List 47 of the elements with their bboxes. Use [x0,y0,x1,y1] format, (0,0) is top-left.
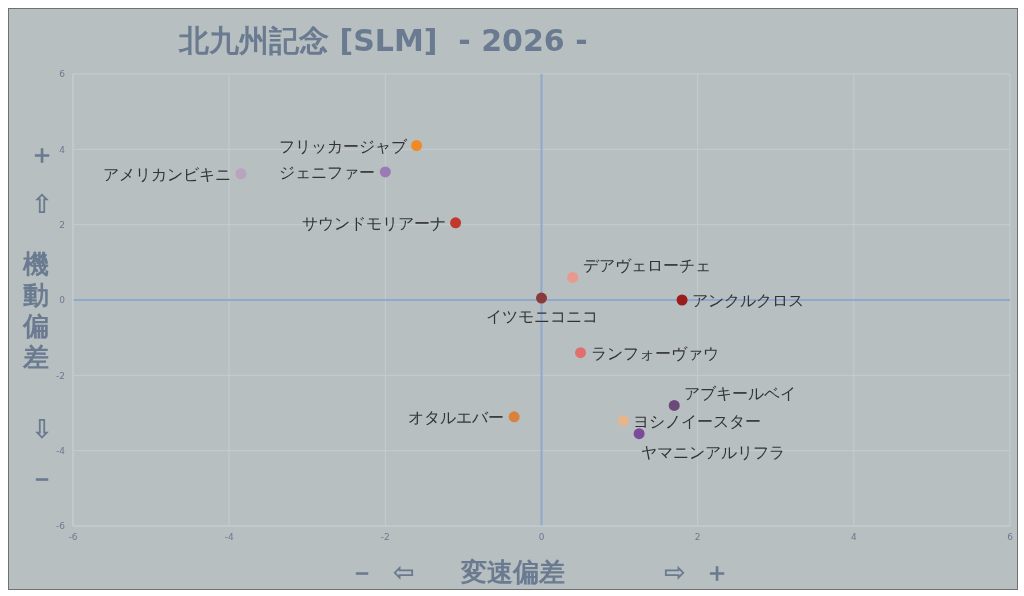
point [450,217,462,229]
series-label: ジェニファー [279,162,376,182]
point [676,294,688,306]
y-tick-label: 0 [59,295,66,306]
series-label: ランフォーヴァウ [590,343,719,363]
x-tick-label: -6 [68,532,78,543]
y-tick-label: -2 [56,370,65,381]
x-tick-label: 0 [538,532,545,543]
point [235,168,247,180]
text: ⇨ ＋ [664,556,730,589]
y-tick-label: 2 [59,219,65,230]
y-tick-label: 4 [59,144,66,155]
point [411,140,423,152]
point [567,271,579,283]
series-label: アブキールベイ [684,384,797,404]
series-label: アメリカンビキニ [102,164,231,184]
y-tick-label: 6 [59,69,66,80]
x-tick-label: -4 [224,532,234,543]
point [575,347,587,359]
text: ＋ [29,138,55,171]
series-label: フリッカージャブ [278,136,408,156]
text: ⇩ [31,414,53,444]
point [617,415,629,427]
y-axis-title: 機動偏差 [23,249,50,373]
series-label: アンクルクロス [692,291,805,310]
text: － [29,462,55,495]
series-label: ヨシノイースター [633,411,762,431]
x-tick-label: 4 [850,532,857,543]
point [668,399,680,411]
point [508,411,520,423]
point [536,292,547,304]
series-label: ヤマニンアルリフラ [641,442,786,462]
chart-title: 北九州記念 [SLM] - 2026 - [179,22,588,60]
x-axis-title: 変速偏差 [461,557,565,587]
x-tick-label: -2 [380,532,390,543]
point [379,166,391,178]
text: ⇧ [31,189,53,219]
x-tick-label: 2 [694,532,701,543]
text: － ⇦ [349,556,415,589]
series-label: オタルエバー [408,407,505,427]
series-label: サウンドモリアーナ [301,213,446,233]
y-tick-label: -4 [56,445,66,456]
series-label: イツモニコニコ [485,307,598,327]
x-tick-label: 6 [1007,532,1014,543]
point [633,428,645,440]
y-tick-label: -6 [56,521,66,532]
series-label: デアヴェローチェ [582,256,711,276]
